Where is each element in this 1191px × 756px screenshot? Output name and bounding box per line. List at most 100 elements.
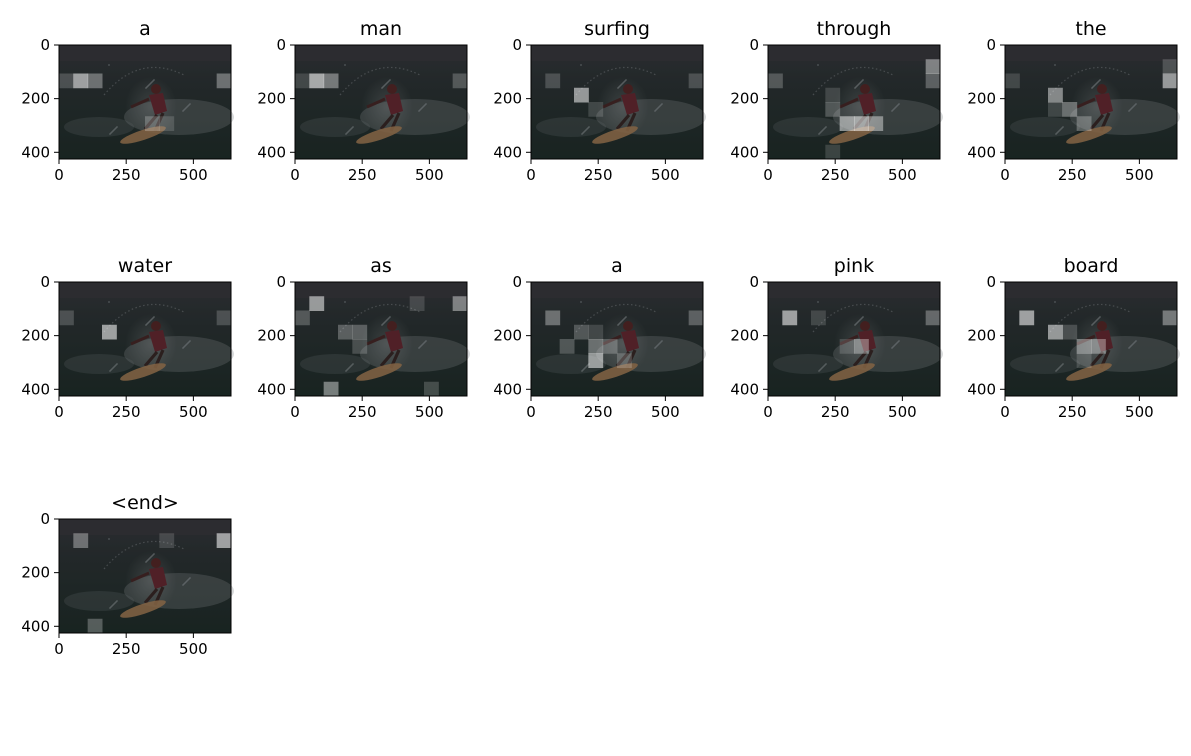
x-tick-label: 500: [415, 403, 444, 421]
surfer-torso: [149, 567, 167, 589]
y-tick-label: 400: [967, 380, 996, 398]
y-tick-label: 400: [21, 143, 50, 161]
x-tick-label: 250: [584, 403, 613, 421]
surfer-torso: [858, 93, 876, 115]
x-tick-label: 0: [54, 640, 64, 658]
axes-frame: [58, 281, 232, 397]
x-tick-label: 500: [651, 403, 680, 421]
attention-cell: [59, 310, 74, 326]
surfer-arm: [130, 334, 150, 346]
attention-cell: [868, 116, 884, 131]
attention-base-overlay: [531, 282, 703, 396]
y-tick-label: 400: [257, 143, 286, 161]
x-tick-label: 250: [348, 166, 377, 184]
attention-cell: [574, 87, 589, 103]
spray-dot: [825, 363, 827, 365]
wave-curl: [103, 66, 185, 96]
attention-cell: [452, 296, 468, 311]
attention-base-overlay: [531, 45, 703, 159]
surfer-head: [623, 321, 633, 331]
y-tick-label: 200: [21, 564, 50, 582]
x-tick-label: 0: [290, 403, 300, 421]
surfboard: [1066, 126, 1112, 144]
attention-cell: [1162, 59, 1178, 74]
surfer-head: [623, 84, 633, 94]
attention-cell: [768, 73, 783, 89]
wave-curl: [812, 303, 894, 333]
attention-cell: [1091, 339, 1106, 354]
attention-cell: [159, 116, 175, 131]
panel-word-title: a: [139, 18, 151, 40]
spray-dot: [580, 301, 582, 303]
attention-cell: [424, 381, 439, 397]
attention-panel: water 0 250 500 0 200 400: [21, 255, 234, 421]
attention-cell: [145, 116, 160, 131]
panel-word-title: a: [611, 255, 623, 277]
whitewater: [64, 117, 134, 137]
attention-cell: [688, 73, 704, 89]
attention-cell: [602, 339, 618, 354]
wave-curl: [812, 66, 894, 96]
photo-sky-band: [295, 45, 467, 61]
x-tick-label: 500: [179, 403, 208, 421]
attention-cell: [545, 73, 561, 89]
x-tick-label: 250: [1058, 166, 1087, 184]
attention-cell: [854, 339, 869, 354]
spray-dot: [189, 103, 191, 105]
photo-sky-band: [295, 282, 467, 298]
surfer-arm: [839, 334, 859, 346]
y-tick-label: 200: [730, 90, 759, 108]
whitewater: [773, 354, 843, 374]
spray-dot: [1054, 301, 1056, 303]
surfer-head: [151, 84, 161, 94]
axes-frame: [294, 281, 468, 397]
y-tick-label: 0: [40, 36, 50, 54]
wave-curl: [103, 303, 185, 333]
y-tick-label: 0: [749, 36, 759, 54]
surfer-highlight: [361, 314, 413, 374]
attention-cell: [588, 353, 604, 368]
surfer-head: [860, 321, 870, 331]
photo-sky-band: [768, 282, 940, 298]
y-tick-label: 200: [967, 327, 996, 345]
attention-cell: [925, 59, 941, 74]
axes-frame: [58, 518, 232, 634]
attention-cell: [1076, 339, 1092, 354]
spray-dot: [588, 126, 590, 128]
spray-dot: [108, 301, 110, 303]
surfer-arm: [602, 97, 622, 109]
attention-cell: [1062, 324, 1078, 340]
attention-panel: as 0 250 500 0 200 400: [257, 255, 470, 421]
x-tick-label: 0: [54, 403, 64, 421]
attention-cell: [73, 533, 89, 548]
y-tick-label: 400: [967, 143, 996, 161]
panel-word-title: the: [1075, 18, 1106, 40]
surfer-torso: [149, 93, 167, 115]
attention-cell: [338, 324, 353, 340]
axes-frame: [767, 44, 941, 160]
wave-curl: [1049, 66, 1131, 96]
attention-cell: [1076, 116, 1092, 131]
photo-sky-band: [531, 45, 703, 61]
attention-base-overlay: [295, 45, 467, 159]
spray-dot: [189, 577, 191, 579]
attention-panel: pink 0 250 500 0 200 400: [730, 255, 943, 421]
spray-dot: [425, 340, 427, 342]
attention-cell: [309, 296, 325, 311]
y-tick-label: 200: [730, 327, 759, 345]
spray-dot: [352, 363, 354, 365]
surfer-torso: [858, 330, 876, 352]
surfboard: [120, 600, 166, 618]
x-tick-label: 500: [888, 403, 917, 421]
x-tick-label: 0: [1000, 166, 1010, 184]
surfer-torso: [1095, 93, 1113, 115]
attention-cell: [1048, 324, 1063, 340]
surfer-highlight: [125, 77, 177, 137]
attention-cell: [1162, 73, 1178, 89]
attention-cell: [1076, 353, 1092, 368]
y-tick-label: 400: [21, 380, 50, 398]
photo-sky-band: [531, 282, 703, 298]
attention-cell: [1062, 102, 1078, 117]
whitewater: [64, 354, 134, 374]
y-tick-label: 0: [986, 36, 996, 54]
